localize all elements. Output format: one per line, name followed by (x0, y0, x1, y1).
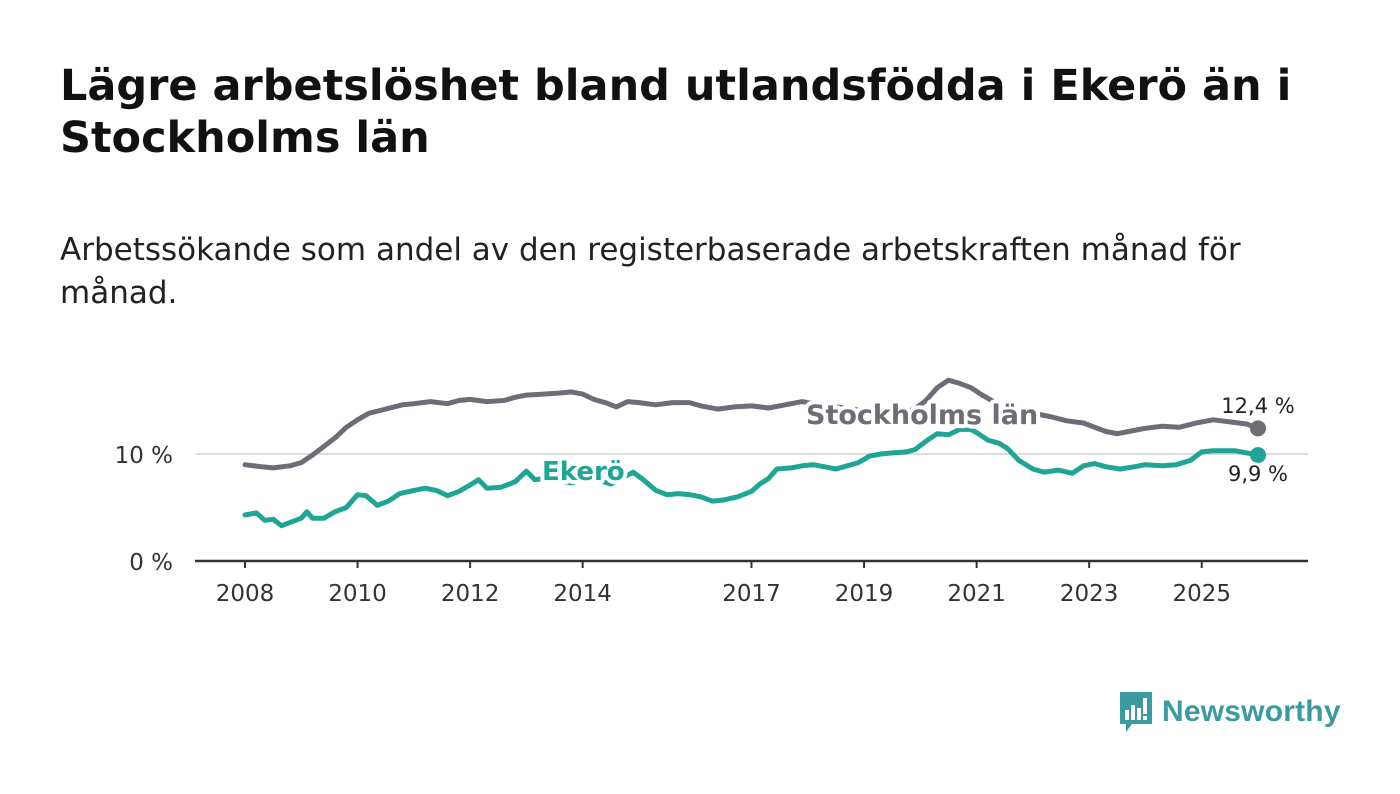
newsworthy-logo: Newsworthy (1118, 690, 1341, 734)
brand-name: Newsworthy (1162, 695, 1341, 728)
series-label-ekero: Ekerö (542, 457, 625, 487)
end-value-label-ekero: 9,9 % (1228, 462, 1288, 486)
chart-title: Lägre arbetslöshet bland utlandsfödda i … (60, 61, 1292, 163)
series-label-stockholms-lan: Stockholms län (806, 400, 1038, 431)
x-tick-label: 2021 (947, 581, 1006, 607)
end-point-marker (1250, 420, 1266, 437)
series-labels: Stockholms län Ekerö 12,4 % 9,9 % (538, 391, 1298, 491)
x-tick-label: 2023 (1060, 581, 1119, 607)
x-tick-label: 2017 (722, 581, 781, 607)
end-point-marker (1250, 447, 1266, 464)
end-value-label-stockholm: 12,4 % (1221, 394, 1294, 418)
x-tick-label: 2008 (216, 581, 275, 607)
x-axis: 2008 2010 2012 2014 2017 2019 2021 2023 2025 (195, 559, 1308, 607)
y-tick-label: 0 % (129, 550, 173, 576)
x-tick-label: 2025 (1172, 581, 1231, 607)
newsworthy-logo-icon (1120, 692, 1152, 732)
y-tick-label: 10 % (115, 443, 173, 469)
series-line-ekerö (242, 426, 1261, 529)
x-tick-label: 2014 (553, 581, 612, 607)
series-line-stockholms-län (242, 377, 1261, 471)
x-tick-label: 2019 (835, 581, 894, 607)
x-tick-label: 2012 (441, 581, 500, 607)
y-axis-ticks: 0 % 10 % (115, 443, 173, 576)
x-tick-label: 2010 (328, 581, 387, 607)
chart-subtitle: Arbetssökande som andel av den registerb… (60, 232, 1241, 311)
series-lines (242, 377, 1266, 529)
